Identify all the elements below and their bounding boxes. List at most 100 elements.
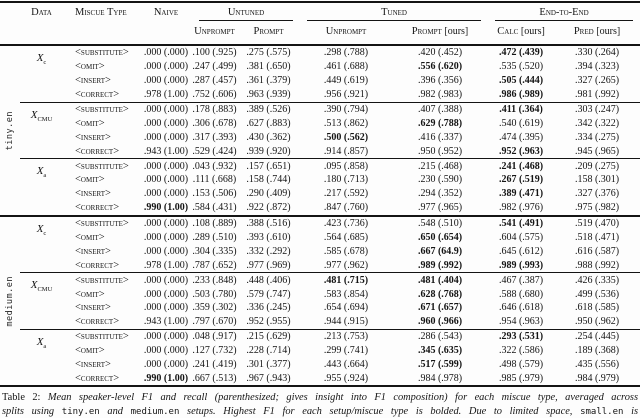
value-cell: .389 (.471) [498, 188, 544, 200]
value-cell: .944 (.915) [323, 316, 369, 328]
value-cell: .000 (.000) [140, 328, 192, 344]
caption-line-1: Table 2: Mean speaker-level F1 and recal… [2, 391, 638, 405]
value-cell: .984 (.978) [417, 372, 463, 384]
value-cell: .787 (.652) [192, 259, 237, 271]
value-cell: .667 (64.9) [417, 245, 463, 257]
miscue-type-label: <SUBSTITUTE> [63, 44, 140, 60]
value-cell: .667 (.513) [192, 372, 237, 384]
value-cell: .435 (.556) [574, 359, 620, 371]
value-cell: .981 (.992) [574, 89, 620, 101]
miscue-type-label: <SUBSTITUTE> [63, 272, 140, 288]
value-cell: .209 (.275) [554, 158, 640, 174]
value-cell: .000 (.000) [143, 359, 189, 371]
value-cell: .334 (.275) [574, 131, 620, 143]
data-label: Xa [20, 328, 63, 387]
value-cell: .540 (.619) [498, 117, 544, 129]
value-cell: .956 (.921) [323, 89, 369, 101]
value-cell: .975 (.982) [574, 202, 620, 214]
data-label-subscript: CMU [37, 286, 53, 294]
miscue-type-label: <INSERT> [75, 75, 111, 87]
table-row: <INSERT> .000 (.000) .287 (.457) .361 (.379… [0, 74, 640, 88]
value-cell: .604 (.575) [498, 232, 544, 244]
value-cell: .922 (.872) [246, 202, 291, 214]
col-group-tuned: Tuned [300, 2, 488, 21]
value-cell: .213 (.753) [300, 328, 393, 344]
data-label-base: X [36, 335, 44, 348]
miscue-type-label: <CORRECT> [75, 202, 120, 214]
value-cell: .000 (.000) [140, 214, 192, 231]
caption-line-2: splits using tiny.en and medium.en setup… [2, 406, 638, 418]
value-cell: .396 (.356) [417, 75, 463, 87]
value-cell: .481 (.404) [392, 272, 489, 288]
value-cell: .298 (.788) [300, 44, 393, 60]
value-cell: .513 (.862) [323, 117, 369, 129]
value-cell: .230 (.590) [417, 174, 463, 186]
value-cell: .247 (.499) [192, 61, 237, 73]
value-cell: .519 (.470) [554, 214, 640, 231]
value-cell: .988 (.992) [574, 259, 620, 271]
value-cell: .153 (.506) [192, 188, 237, 200]
value-cell: .535 (.520) [498, 61, 544, 73]
header-group-row: Data Miscue Type Naive Untuned Tuned End… [0, 2, 640, 21]
table-row: <CORRECT> .978 (1.00) .787 (.652) .977 (.96… [0, 258, 640, 272]
data-label-subscript: a [43, 343, 47, 350]
value-cell: .474 (.395) [498, 131, 544, 143]
value-cell: .407 (.388) [392, 101, 489, 117]
value-cell: .381 (.650) [246, 61, 291, 73]
table-row: <CORRECT> .943 (1.00) .797 (.670) .952 (.95… [0, 315, 640, 329]
value-cell: .481 (.715) [300, 272, 393, 288]
value-cell: .982 (.976) [498, 202, 544, 214]
miscue-type-label: <CORRECT> [75, 372, 120, 384]
data-label-subscript: c [43, 229, 47, 237]
table-row: <OMIT> .000 (.000) .127 (.732) .228 (.714).… [0, 344, 640, 358]
value-cell: .650 (.654) [417, 232, 463, 244]
value-cell: .000 (.000) [143, 232, 189, 244]
value-cell: .322 (.586) [498, 345, 544, 357]
value-cell: .345 (.635) [417, 345, 463, 357]
value-cell: .000 (.000) [143, 75, 189, 87]
value-cell: .416 (.337) [417, 131, 463, 143]
setup-name-tiny: tiny.en [61, 407, 100, 418]
value-cell: .189 (.368) [574, 345, 620, 357]
value-cell: .985 (.979) [498, 372, 544, 384]
value-cell: .304 (.335) [192, 245, 237, 257]
value-cell: .294 (.352) [417, 188, 463, 200]
value-cell: .043 (.932) [192, 158, 237, 174]
value-cell: .303 (.247) [554, 101, 640, 117]
value-cell: .990 (1.00) [143, 372, 189, 384]
table-row: <CORRECT> .990 (1.00) .584 (.431) .922 (.87… [0, 201, 640, 216]
col-group-untuned-label: Untuned [199, 7, 294, 21]
value-cell: .467 (.387) [488, 272, 555, 288]
value-cell: .584 (.431) [192, 202, 237, 214]
miscue-type-label: <CORRECT> [75, 89, 120, 101]
value-cell: .978 (1.00) [143, 89, 189, 101]
value-cell: .461 (.688) [323, 61, 369, 73]
value-cell: .306 (.678) [192, 117, 237, 129]
value-cell: .275 (.575) [237, 44, 301, 60]
col-header-naive: Naive [153, 7, 179, 18]
value-cell: .671 (.657) [417, 302, 463, 314]
miscue-type-label: <INSERT> [75, 302, 111, 314]
value-cell: .628 (.768) [417, 288, 463, 300]
value-cell: .317 (.393) [192, 131, 237, 143]
value-cell: .583 (.854) [323, 288, 369, 300]
value-cell: .000 (.000) [140, 158, 192, 174]
data-label-subscript: a [43, 172, 47, 180]
value-cell: .000 (.000) [143, 245, 189, 257]
value-cell: .100 (.925) [192, 44, 237, 60]
miscue-type-label: <INSERT> [75, 359, 111, 371]
value-cell: .430 (.362) [246, 131, 291, 143]
value-cell: .241 (.468) [488, 158, 555, 174]
data-label: XCMU [20, 101, 63, 159]
value-cell: .585 (.678) [323, 245, 369, 257]
value-cell: .977 (.969) [246, 259, 291, 271]
value-cell: .943 (1.00) [143, 145, 189, 157]
value-cell: .000 (.000) [143, 188, 189, 200]
col-header-pred-ours: Pred [ours] [573, 25, 621, 37]
value-cell: .449 (.619) [323, 75, 369, 87]
data-label-base: X [36, 222, 44, 235]
value-cell: .847 (.760) [323, 202, 369, 214]
value-cell: .943 (1.00) [143, 316, 189, 328]
table-row: <OMIT> .000 (.000) .306 (.678) .627 (.883).… [0, 116, 640, 130]
value-cell: .336 (.245) [246, 302, 291, 314]
